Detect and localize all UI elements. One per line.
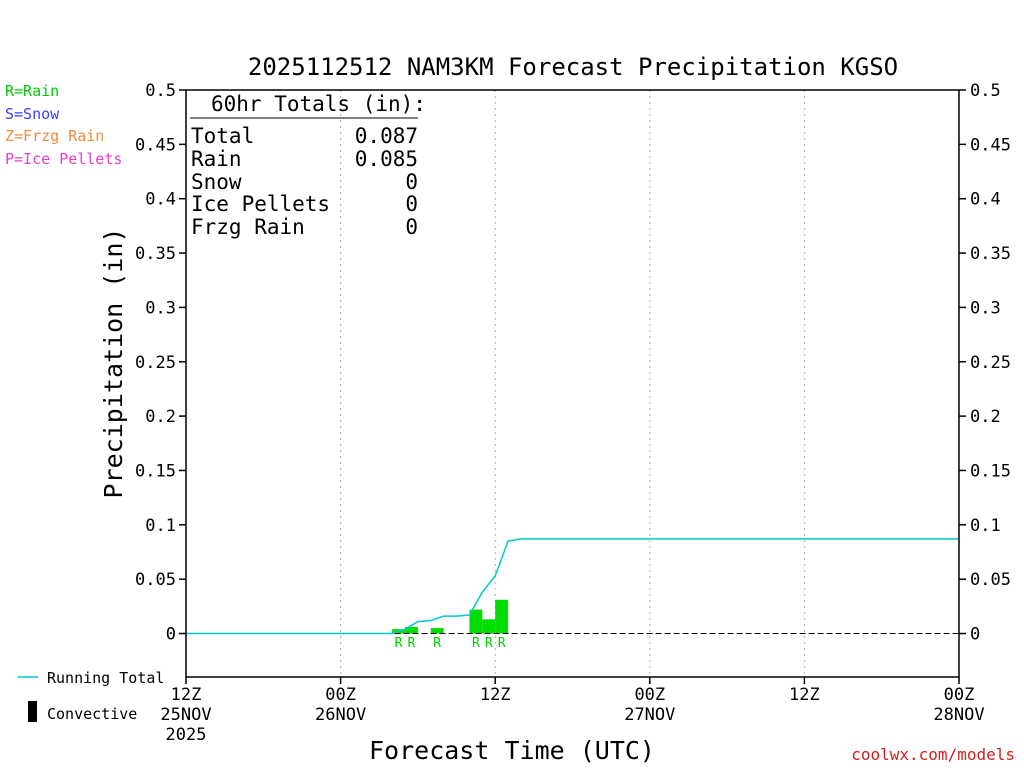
totals-label-ice-pellets: Ice Pellets — [191, 192, 330, 216]
series-legend: Running Total Convective — [18, 669, 164, 723]
convective-legend-label: Convective — [47, 705, 137, 723]
y-tick-label-right: 0.5 — [970, 81, 1001, 101]
y-tick-label-right: 0.35 — [970, 244, 1011, 264]
credit-text: coolwx.com/models — [851, 745, 1015, 764]
y-tick-label-right: 0 — [970, 625, 980, 645]
totals-heading: 60hr Totals (in): — [211, 92, 426, 116]
ptype-label: R — [472, 636, 480, 651]
grid-lines — [340, 90, 805, 677]
totals-label-snow: Snow — [191, 170, 242, 194]
y-tick-label-right: 0.25 — [970, 353, 1011, 373]
y-tick-label: 0.2 — [145, 407, 176, 427]
ptype-label: R — [395, 636, 403, 651]
convective-swatch — [28, 701, 37, 722]
running-total-line — [186, 538, 959, 635]
y-tick-label-right: 0.05 — [970, 570, 1011, 590]
y-tick-label-right: 0.2 — [970, 407, 1001, 427]
x-axis-label: Forecast Time (UTC) — [369, 736, 655, 765]
x-tick-label: 27NOV — [624, 705, 675, 725]
legend-ice-pellets: P=Ice Pellets — [5, 150, 122, 168]
chart-title: 2025112512 NAM3KM Forecast Precipitation… — [248, 53, 898, 81]
x-tick-label: 2025 — [166, 725, 207, 745]
legend-snow: S=Snow — [5, 105, 60, 123]
x-tick-label: 26NOV — [315, 705, 366, 725]
ptype-label: R — [408, 636, 416, 651]
y-tick-label-right: 0.3 — [970, 298, 1001, 318]
y-tick-label: 0.3 — [145, 298, 176, 318]
y-tick-label-right: 0.4 — [970, 190, 1001, 210]
totals-value-snow: 0 — [405, 170, 418, 194]
ptype-legend: R=Rain S=Snow Z=Frzg Rain P=Ice Pellets — [5, 82, 122, 168]
y-tick-label: 0.35 — [135, 244, 176, 264]
x-tick-label: 25NOV — [160, 705, 211, 725]
ptype-label: R — [498, 636, 506, 651]
y-tick-label: 0.5 — [145, 81, 176, 101]
totals-value-rain: 0.085 — [355, 147, 418, 171]
precip-bar — [405, 626, 418, 634]
x-tick-label: 12Z — [171, 685, 202, 705]
y-axis-label: Precipitation (in) — [99, 228, 128, 499]
y-tick-label: 0.05 — [135, 570, 176, 590]
x-tick-label: 12Z — [480, 685, 511, 705]
legend-frzg-rain: Z=Frzg Rain — [5, 127, 104, 145]
y-axis-right: 0 0.05 0.1 0.15 0.2 0.25 0.3 0.35 0.4 0.45 0.5 — [959, 81, 1011, 645]
precip-bar — [482, 619, 496, 634]
precip-bar — [430, 628, 444, 634]
x-tick-label: 12Z — [789, 685, 820, 705]
y-tick-label-right: 0.15 — [970, 461, 1011, 481]
y-tick-label: 0.15 — [135, 461, 176, 481]
ptype-label: R — [433, 636, 441, 651]
x-tick-label: 00Z — [634, 685, 665, 705]
totals-value-frzg-rain: 0 — [405, 215, 418, 239]
y-tick-label-right: 0.45 — [970, 135, 1011, 155]
ptype-label: R — [485, 636, 493, 651]
y-tick-label: 0.45 — [135, 135, 176, 155]
totals-label-total: Total — [191, 124, 254, 148]
totals-value-ice-pellets: 0 — [405, 192, 418, 216]
totals-label-rain: Rain — [191, 147, 242, 171]
precip-bar — [469, 609, 483, 634]
legend-rain: R=Rain — [5, 82, 59, 100]
y-tick-label: 0.4 — [145, 190, 176, 210]
y-axis-left: 0 0.05 0.1 0.15 0.2 0.25 0.3 0.35 0.4 0.45 0.5 — [135, 81, 186, 645]
y-tick-label: 0 — [166, 625, 176, 645]
x-tick-label: 28NOV — [933, 705, 984, 725]
y-tick-label: 0.25 — [135, 353, 176, 373]
y-tick-label: 0.1 — [145, 516, 176, 536]
y-tick-label-right: 0.1 — [970, 516, 1001, 536]
totals-box: 60hr Totals (in): Total 0.087 Rain 0.085… — [190, 92, 426, 239]
totals-value-total: 0.087 — [355, 124, 418, 148]
precip-bar — [495, 599, 509, 634]
plot-frame — [185, 89, 960, 678]
totals-label-frzg-rain: Frzg Rain — [191, 215, 305, 239]
running-total-legend-label: Running Total — [47, 669, 164, 687]
x-tick-label: 00Z — [325, 685, 356, 705]
bars — [392, 599, 509, 634]
x-tick-label: 00Z — [944, 685, 975, 705]
